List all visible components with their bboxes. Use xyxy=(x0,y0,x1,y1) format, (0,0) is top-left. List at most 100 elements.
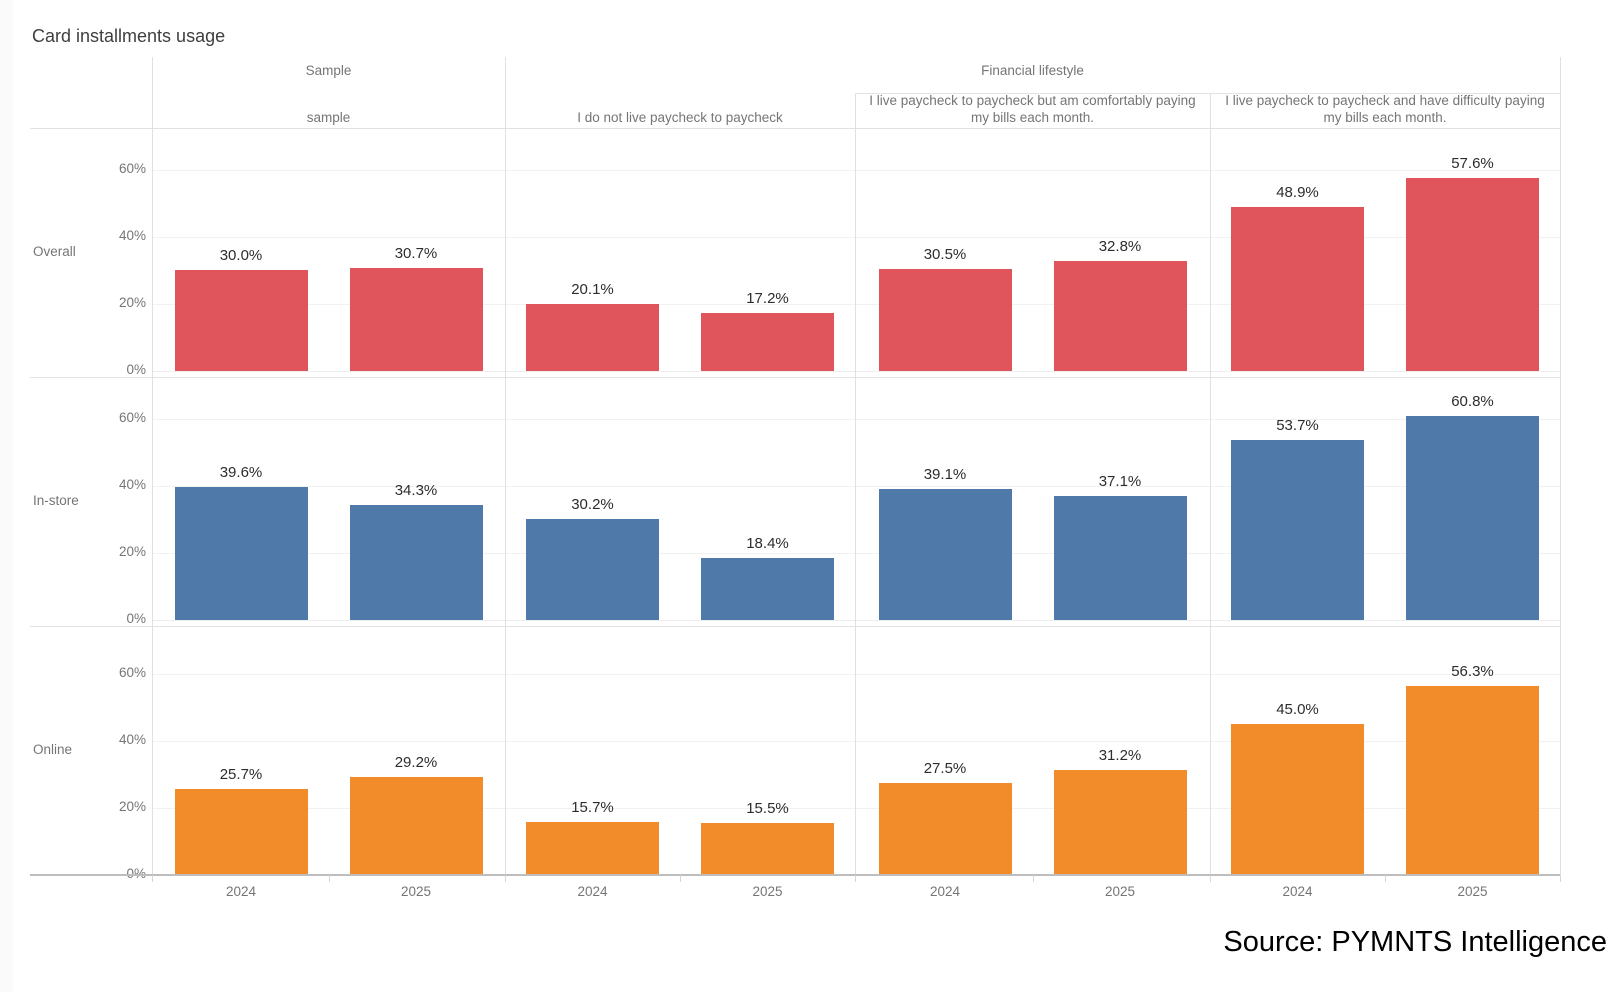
y-tick-label: 60% xyxy=(118,410,146,425)
header-bottom-line xyxy=(30,128,1560,129)
gridline xyxy=(152,741,1560,742)
bar xyxy=(1231,440,1364,620)
bar-value-label: 30.0% xyxy=(219,247,263,264)
page-edge-strip xyxy=(0,0,13,992)
column-header: I live paycheck to paycheck and have dif… xyxy=(1225,93,1545,125)
x-tick-label: 2025 xyxy=(1104,884,1136,899)
bar xyxy=(349,268,483,371)
row-label: In-store xyxy=(33,492,79,508)
bar xyxy=(878,489,1012,620)
bar-value-label: 39.6% xyxy=(219,464,263,481)
bar-value-label: 17.2% xyxy=(746,290,789,307)
bar-value-label: 15.5% xyxy=(746,800,789,817)
x-tick-label: 2025 xyxy=(400,884,432,899)
bar xyxy=(1231,724,1364,875)
gridline xyxy=(152,674,1560,675)
bar-value-label: 48.9% xyxy=(1276,184,1319,201)
source-credit: Source: PYMNTS Intelligence xyxy=(1223,926,1607,958)
y-tick-label: 20% xyxy=(118,799,146,814)
x-axis-tick xyxy=(1210,875,1211,882)
column-header: I live paycheck to paycheck but am comfo… xyxy=(869,93,1196,125)
x-axis-tick xyxy=(505,875,506,882)
gridline xyxy=(152,237,1560,238)
facet-separator xyxy=(152,57,153,875)
y-tick-label: 0% xyxy=(126,611,146,626)
x-axis-tick xyxy=(1385,875,1386,882)
bar xyxy=(174,270,308,371)
row-divider xyxy=(30,626,1560,627)
bar xyxy=(701,313,834,371)
gridline xyxy=(152,371,1560,372)
x-tick-label: 2024 xyxy=(929,884,961,899)
x-tick-label: 2025 xyxy=(1457,884,1488,899)
facet-separator xyxy=(1560,57,1561,875)
bar-value-label: 60.8% xyxy=(1451,393,1494,410)
bar-value-label: 31.2% xyxy=(1098,747,1142,764)
header-divider xyxy=(855,93,1560,94)
bar xyxy=(526,304,659,371)
x-tick-label: 2025 xyxy=(752,884,783,899)
gridline xyxy=(152,486,1560,487)
bar-value-label: 53.7% xyxy=(1276,417,1319,434)
column-group-header: Financial lifestyle xyxy=(981,63,1084,78)
y-tick-label: 40% xyxy=(118,228,146,243)
bar xyxy=(701,558,834,620)
bar xyxy=(174,789,308,875)
gridline xyxy=(152,304,1560,305)
bar xyxy=(878,269,1012,371)
gridline xyxy=(152,808,1560,809)
bar xyxy=(1231,207,1364,371)
bar xyxy=(349,777,483,875)
y-tick-label: 60% xyxy=(118,665,146,680)
bar xyxy=(1406,178,1539,371)
bar-value-label: 57.6% xyxy=(1451,155,1494,172)
bar xyxy=(1053,496,1187,620)
x-axis-tick xyxy=(328,875,330,882)
bar-value-label: 56.3% xyxy=(1451,663,1494,680)
bar xyxy=(526,519,659,620)
column-header: sample xyxy=(306,110,351,125)
bar-value-label: 29.2% xyxy=(394,754,438,771)
bar xyxy=(1406,416,1539,620)
x-tick-label: 2024 xyxy=(1282,884,1313,899)
y-tick-label: 0% xyxy=(58,866,146,881)
gridline xyxy=(152,419,1560,420)
gridline xyxy=(152,620,1560,621)
facet-separator xyxy=(505,57,506,875)
bar-value-label: 45.0% xyxy=(1276,701,1319,718)
row-divider xyxy=(30,377,1560,378)
x-axis-tick xyxy=(855,875,856,882)
bar-value-label: 34.3% xyxy=(394,482,438,499)
bar-value-label: 30.5% xyxy=(923,246,967,263)
bar-value-label: 15.7% xyxy=(571,799,614,816)
bar xyxy=(1053,770,1187,875)
x-axis-tick xyxy=(1032,875,1034,882)
bar-value-label: 27.5% xyxy=(923,760,967,777)
x-axis-tick xyxy=(1560,875,1561,882)
x-tick-label: 2024 xyxy=(577,884,608,899)
chart-title: Card installments usage xyxy=(32,26,226,46)
facet-separator xyxy=(855,93,856,875)
x-axis-line xyxy=(30,874,1560,876)
bar-value-label: 25.7% xyxy=(219,766,263,783)
y-tick-label: 40% xyxy=(118,477,146,492)
bar xyxy=(878,783,1012,875)
bar xyxy=(1053,261,1187,371)
gridline xyxy=(152,553,1560,554)
bar xyxy=(526,822,659,875)
x-tick-label: 2024 xyxy=(225,884,257,899)
column-header: I do not live paycheck to paycheck xyxy=(577,110,783,125)
column-group-header: Sample xyxy=(305,63,352,78)
y-tick-label: 40% xyxy=(118,732,146,747)
bar xyxy=(1406,686,1539,875)
bar-value-label: 39.1% xyxy=(923,466,967,483)
bar-value-label: 18.4% xyxy=(746,535,789,552)
gridline xyxy=(152,170,1560,171)
bar xyxy=(701,823,834,875)
x-axis-tick xyxy=(152,875,153,882)
y-tick-label: 0% xyxy=(126,362,146,377)
facet-separator xyxy=(1210,93,1211,875)
y-tick-label: 60% xyxy=(118,161,146,176)
